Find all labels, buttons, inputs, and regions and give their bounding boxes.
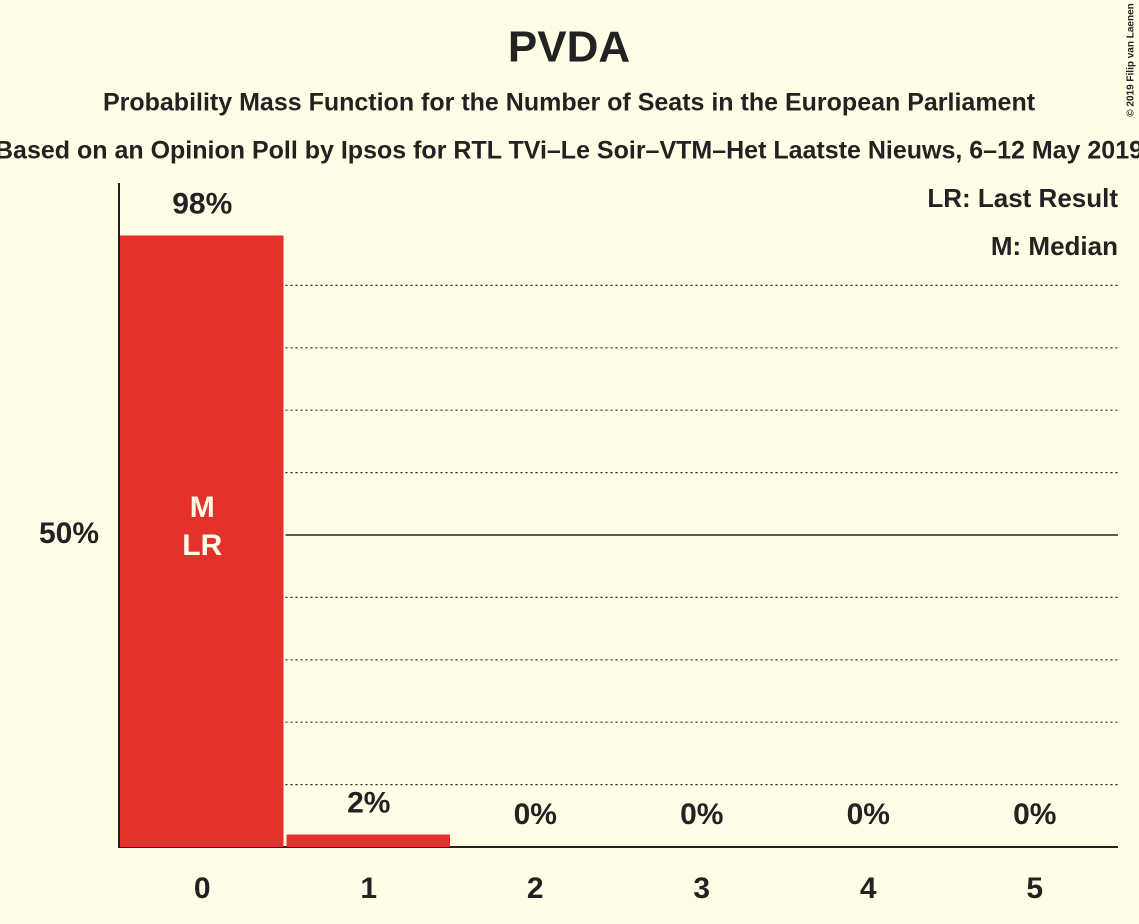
subtitle: Probability Mass Function for the Number… (103, 89, 1036, 117)
bar (286, 834, 450, 847)
value-label: 2% (347, 786, 390, 819)
x-tick-label: 5 (1026, 872, 1043, 905)
value-label: 0% (1013, 798, 1056, 831)
x-tick-label: 4 (860, 872, 877, 905)
subtitle: Based on an Opinion Poll by Ipsos for RT… (0, 137, 1139, 165)
value-label: 0% (847, 798, 890, 831)
value-label: 0% (514, 798, 557, 831)
bar-annotation: M (190, 491, 215, 524)
bar (120, 235, 284, 848)
bar-annotation: LR (182, 529, 222, 562)
x-tick-label: 3 (693, 872, 710, 905)
value-label: 98% (172, 187, 232, 220)
x-tick-label: 1 (360, 872, 377, 905)
x-tick-label: 0 (194, 872, 211, 905)
x-tick-label: 2 (527, 872, 544, 905)
value-label: 0% (680, 798, 723, 831)
legend-entry: LR: Last Result (927, 183, 1118, 213)
legend-entry: M: Median (991, 231, 1118, 261)
copyright: © 2019 Filip van Laenen (1126, 3, 1137, 117)
chart-title: PVDA (508, 23, 630, 72)
y-tick-label: 50% (39, 517, 99, 550)
